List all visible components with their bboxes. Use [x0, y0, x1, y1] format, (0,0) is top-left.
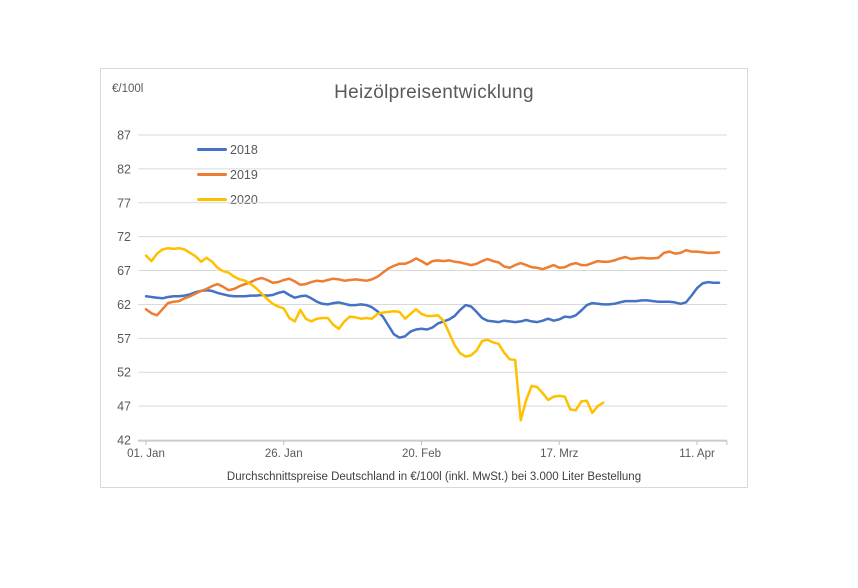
legend-swatch-2020	[197, 198, 227, 201]
legend: 2018 2019 2020	[197, 137, 307, 212]
legend-swatch-2018	[197, 148, 227, 151]
legend-label-2019: 2019	[230, 167, 258, 182]
chart-title: Heizölpreisentwicklung	[334, 82, 534, 103]
legend-item-2020: 2020	[197, 187, 307, 212]
legend-label-2020: 2020	[230, 192, 258, 207]
chart-caption: Durchschnittspreise Deutschland in €/100…	[226, 471, 642, 483]
legend-label-2018: 2018	[230, 142, 258, 157]
legend-item-2019: 2019	[197, 162, 307, 187]
y-axis-unit-label: €/100l	[112, 83, 144, 95]
chart-frame: €/100l Heizölpreisentwicklung 2018 2019 …	[100, 68, 748, 488]
legend-item-2018: 2018	[197, 137, 307, 162]
legend-swatch-2019	[197, 173, 227, 176]
